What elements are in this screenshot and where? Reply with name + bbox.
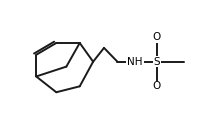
Text: O: O [153,32,161,42]
Text: S: S [153,57,160,67]
Text: NH: NH [127,57,143,67]
Text: O: O [153,81,161,91]
